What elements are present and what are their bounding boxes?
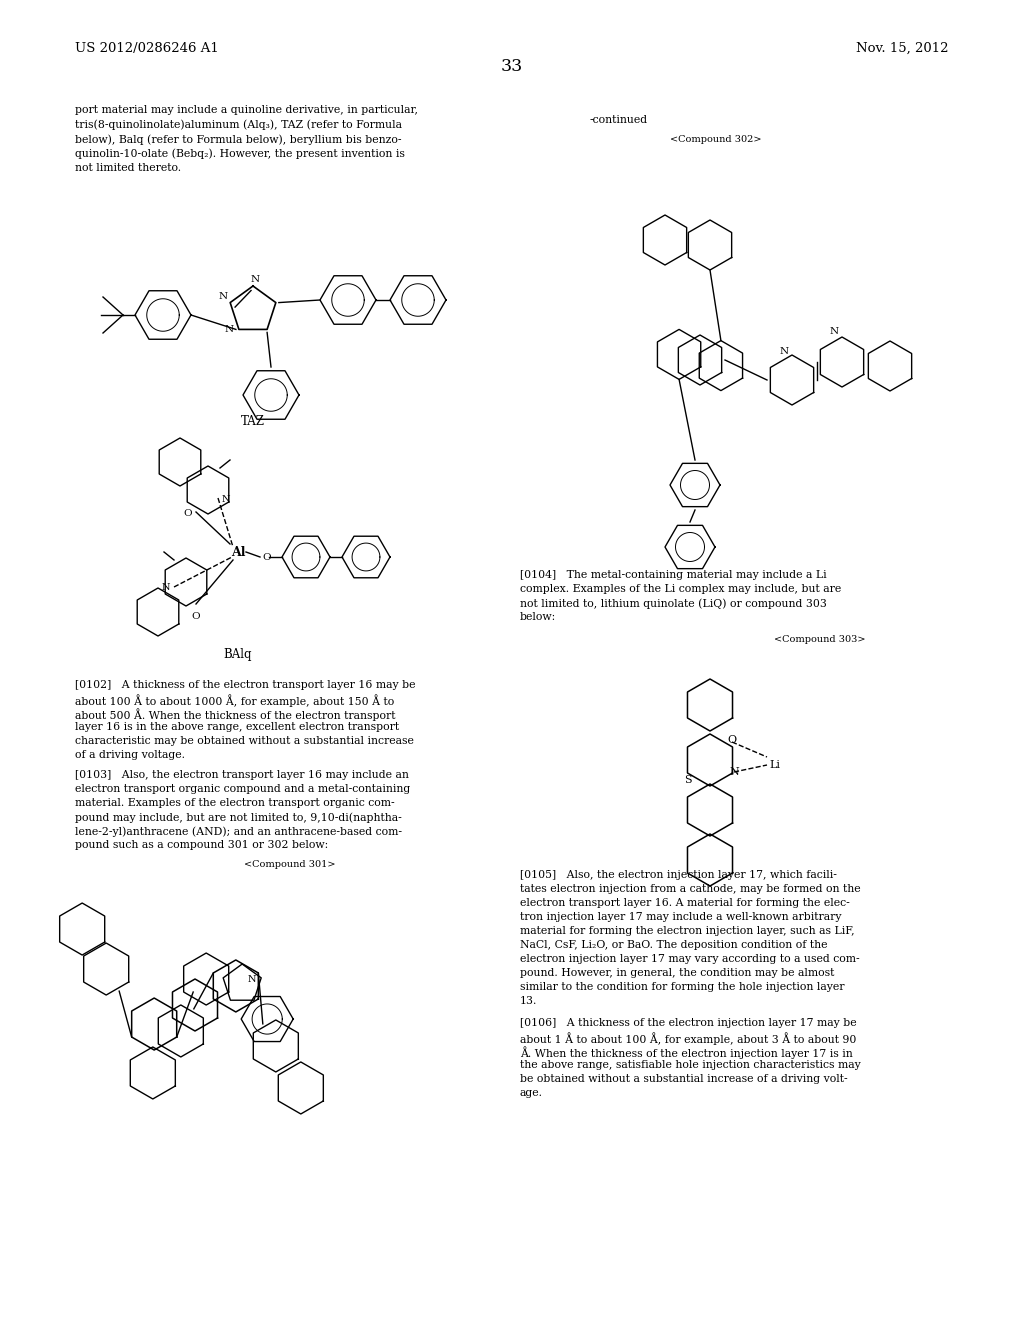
Text: electron injection layer 17 may vary according to a used com-: electron injection layer 17 may vary acc… [520, 954, 859, 964]
Text: below:: below: [520, 612, 556, 622]
Text: not limited to, lithium quinolate (LiQ) or compound 303: not limited to, lithium quinolate (LiQ) … [520, 598, 826, 609]
Text: O: O [262, 553, 270, 561]
Text: below), Balq (refer to Formula below), beryllium bis benzo-: below), Balq (refer to Formula below), b… [75, 135, 401, 145]
Text: O: O [191, 612, 201, 620]
Text: about 500 Å. When the thickness of the electron transport: about 500 Å. When the thickness of the e… [75, 708, 395, 721]
Text: <Compound 303>: <Compound 303> [774, 635, 865, 644]
Text: tris(8-quinolinolate)aluminum (Alq₃), TAZ (refer to Formula: tris(8-quinolinolate)aluminum (Alq₃), TA… [75, 120, 402, 131]
Text: pound such as a compound 301 or 302 below:: pound such as a compound 301 or 302 belo… [75, 840, 329, 850]
Text: electron transport layer 16. A material for forming the elec-: electron transport layer 16. A material … [520, 898, 850, 908]
Text: about 1 Å to about 100 Å, for example, about 3 Å to about 90: about 1 Å to about 100 Å, for example, a… [520, 1032, 856, 1045]
Text: 33: 33 [501, 58, 523, 75]
Text: pound may include, but are not limited to, 9,10-di(naphtha-: pound may include, but are not limited t… [75, 812, 401, 822]
Text: N: N [247, 974, 256, 983]
Text: NaCl, CsF, Li₂O, or BaO. The deposition condition of the: NaCl, CsF, Li₂O, or BaO. The deposition … [520, 940, 827, 950]
Text: be obtained without a substantial increase of a driving volt-: be obtained without a substantial increa… [520, 1074, 848, 1084]
Text: N: N [829, 327, 839, 337]
Text: BAlq: BAlq [224, 648, 252, 661]
Text: N: N [222, 495, 230, 504]
Text: [0104]   The metal-containing material may include a Li: [0104] The metal-containing material may… [520, 570, 826, 579]
Text: not limited thereto.: not limited thereto. [75, 162, 181, 173]
Text: about 100 Å to about 1000 Å, for example, about 150 Å to: about 100 Å to about 1000 Å, for example… [75, 694, 394, 706]
Text: N: N [729, 767, 739, 777]
Text: pound. However, in general, the condition may be almost: pound. However, in general, the conditio… [520, 968, 835, 978]
Text: N: N [779, 347, 788, 356]
Text: Å. When the thickness of the electron injection layer 17 is in: Å. When the thickness of the electron in… [520, 1045, 853, 1059]
Text: Nov. 15, 2012: Nov. 15, 2012 [856, 42, 949, 55]
Text: O: O [727, 735, 736, 744]
Text: layer 16 is in the above range, excellent electron transport: layer 16 is in the above range, excellen… [75, 722, 399, 733]
Text: [0105]   Also, the electron injection layer 17, which facili-: [0105] Also, the electron injection laye… [520, 870, 837, 880]
Text: -continued: -continued [590, 115, 648, 125]
Text: US 2012/0286246 A1: US 2012/0286246 A1 [75, 42, 219, 55]
Text: age.: age. [520, 1088, 543, 1098]
Text: material for forming the electron injection layer, such as LiF,: material for forming the electron inject… [520, 927, 855, 936]
Text: port material may include a quinoline derivative, in particular,: port material may include a quinoline de… [75, 106, 418, 115]
Text: 13.: 13. [520, 997, 538, 1006]
Text: <Compound 302>: <Compound 302> [670, 135, 762, 144]
Text: tron injection layer 17 may include a well-known arbitrary: tron injection layer 17 may include a we… [520, 912, 842, 921]
Text: quinolin-10-olate (Bebq₂). However, the present invention is: quinolin-10-olate (Bebq₂). However, the … [75, 149, 404, 160]
Text: complex. Examples of the Li complex may include, but are: complex. Examples of the Li complex may … [520, 583, 842, 594]
Text: S: S [684, 775, 692, 785]
Text: Li: Li [769, 760, 780, 770]
Text: characteristic may be obtained without a substantial increase: characteristic may be obtained without a… [75, 737, 414, 746]
Text: of a driving voltage.: of a driving voltage. [75, 750, 185, 760]
Text: N: N [162, 582, 170, 591]
Text: [0106]   A thickness of the electron injection layer 17 may be: [0106] A thickness of the electron injec… [520, 1018, 857, 1028]
Text: [0102]   A thickness of the electron transport layer 16 may be: [0102] A thickness of the electron trans… [75, 680, 416, 690]
Text: similar to the condition for forming the hole injection layer: similar to the condition for forming the… [520, 982, 845, 993]
Text: <Compound 301>: <Compound 301> [245, 861, 336, 869]
Text: N: N [218, 292, 227, 301]
Text: the above range, satisfiable hole injection characteristics may: the above range, satisfiable hole inject… [520, 1060, 861, 1071]
Text: N: N [251, 275, 259, 284]
Text: Al: Al [230, 545, 246, 558]
Text: TAZ: TAZ [241, 414, 265, 428]
Text: [0103]   Also, the electron transport layer 16 may include an: [0103] Also, the electron transport laye… [75, 770, 409, 780]
Text: electron transport organic compound and a metal-containing: electron transport organic compound and … [75, 784, 411, 795]
Text: tates electron injection from a cathode, may be formed on the: tates electron injection from a cathode,… [520, 884, 860, 894]
Text: N: N [225, 325, 233, 334]
Text: lene-2-yl)anthracene (AND); and an anthracene-based com-: lene-2-yl)anthracene (AND); and an anthr… [75, 826, 402, 837]
Text: O: O [183, 510, 193, 519]
Text: material. Examples of the electron transport organic com-: material. Examples of the electron trans… [75, 799, 394, 808]
